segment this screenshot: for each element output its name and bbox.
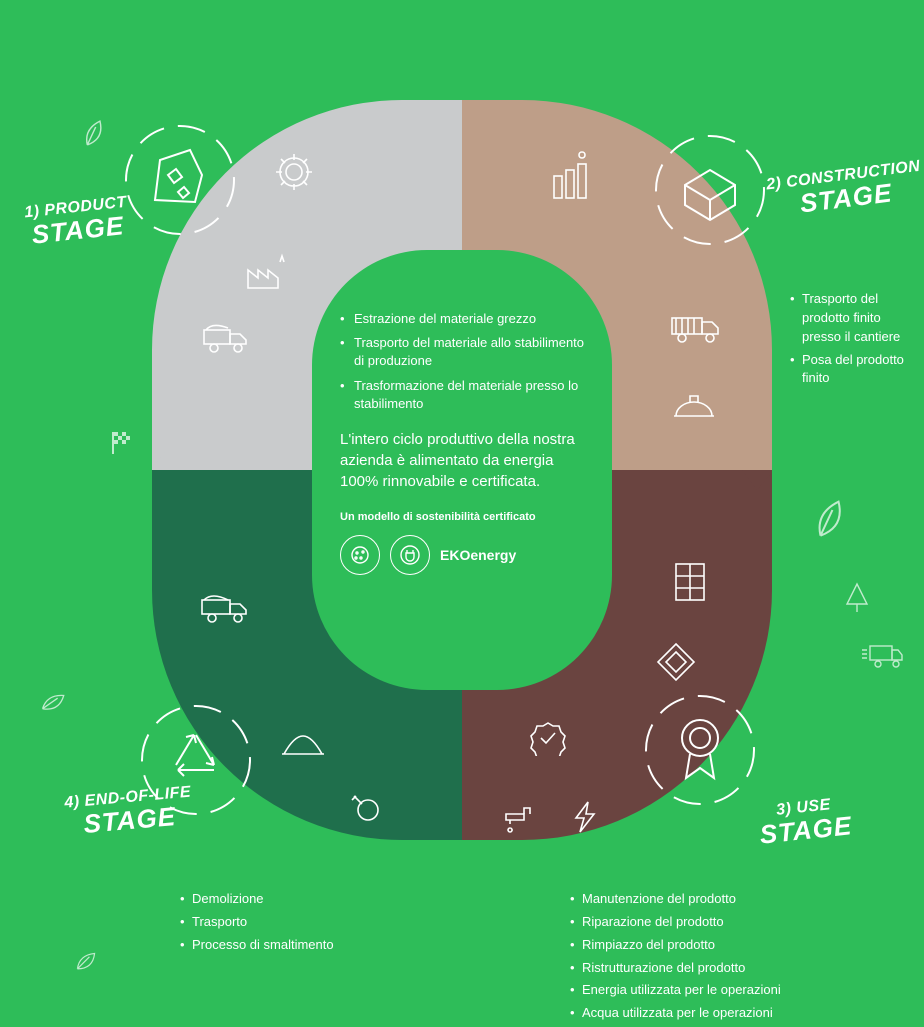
construction-badge (650, 130, 770, 250)
list-item: Ristrutturazione del prodotto (570, 959, 880, 978)
leaf-icon (38, 688, 68, 718)
list-item: Trasporto (180, 913, 420, 932)
tile-icon (654, 640, 698, 684)
cert-logo-2 (390, 535, 430, 575)
flag-icon (108, 430, 134, 456)
list-item: Riparazione del prodotto (570, 913, 880, 932)
truck-icon (200, 320, 252, 356)
list-item: Demolizione (180, 890, 420, 909)
leaf-icon (76, 116, 112, 152)
faucet-icon (500, 800, 540, 834)
leaf-icon (804, 494, 855, 545)
list-item: Processo di smaltimento (180, 936, 420, 955)
center-tagline: L'intero ciclo produttivo della nostra a… (340, 429, 590, 492)
list-item: Rimpiazzo del prodotto (570, 936, 880, 955)
center-bullets: Estrazione del materiale grezzo Trasport… (340, 310, 590, 413)
eko-label: EKOenergy (440, 546, 516, 566)
search-icon (348, 790, 384, 826)
cert-logo-1 (340, 535, 380, 575)
center-bullet: Trasporto del materiale allo stabiliment… (340, 334, 590, 370)
endoflife-list: Demolizione Trasporto Processo di smalti… (180, 890, 420, 959)
construction-stage-label: 2) CONSTRUCTION STAGE (758, 158, 924, 222)
list-item: Acqua utilizzata per le operazioni (570, 1004, 880, 1023)
cert-label: Un modello di sostenibilità certificato (340, 510, 590, 525)
truck2-icon (668, 310, 724, 346)
truck3-icon (198, 590, 252, 626)
helmet-icon (670, 390, 718, 426)
van-icon (860, 640, 904, 670)
cert-logos: EKOenergy (340, 535, 590, 575)
panel-icon (670, 560, 710, 604)
factory-icon (242, 250, 290, 294)
list-item: Trasporto del prodotto finito presso il … (790, 290, 920, 347)
mound-icon (280, 730, 326, 758)
construction-list: Trasporto del prodotto finito presso il … (790, 290, 920, 392)
bolt-icon (570, 800, 600, 834)
use-list: Manutenzione del prodotto Riparazione de… (570, 890, 880, 1027)
center-bullet: Estrazione del materiale grezzo (340, 310, 590, 328)
chimney-icon (546, 150, 594, 202)
tree-icon (840, 580, 874, 614)
list-item: Energia utilizzata per le operazioni (570, 981, 880, 1000)
product-stage-label: 1) PRODUCT STAGE (0, 192, 154, 252)
center-bullet: Trasformazione del materiale presso lo s… (340, 377, 590, 413)
use-badge (640, 690, 760, 810)
list-item: Posa del prodotto finito (790, 351, 920, 389)
center-panel: Estrazione del materiale grezzo Trasport… (340, 310, 590, 575)
check-icon (530, 720, 566, 756)
leaf-icon (74, 950, 98, 974)
list-item: Manutenzione del prodotto (570, 890, 880, 909)
gear-icon (272, 150, 316, 194)
